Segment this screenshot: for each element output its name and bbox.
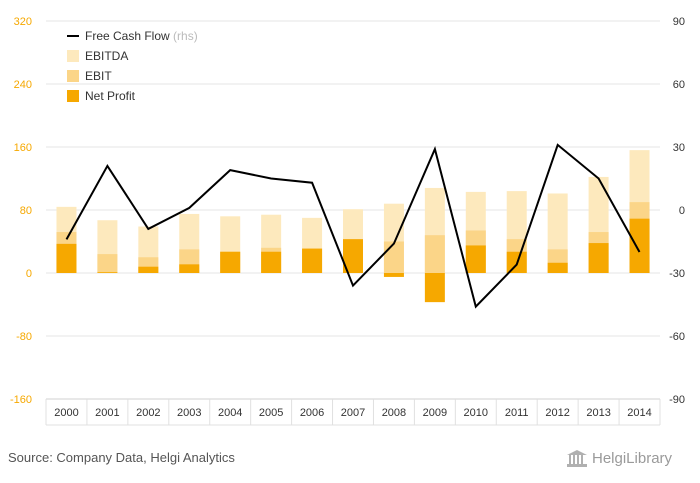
bar-net-profit <box>179 264 200 273</box>
bar-net-profit <box>629 218 650 273</box>
line-free-cash-flow <box>65 143 641 309</box>
left-axis-tick-label: 240 <box>14 79 32 91</box>
x-axis-tick-label: 2006 <box>300 407 324 419</box>
right-axis-tick-label: -90 <box>669 394 685 406</box>
legend-label: EBIT <box>85 69 112 83</box>
right-axis-tick-label: -60 <box>669 331 685 343</box>
bar-net-profit <box>343 239 363 273</box>
bar-net-profit <box>97 272 118 274</box>
bar-net-profit <box>383 273 404 277</box>
bar-net-profit <box>588 243 609 273</box>
left-axis-tick-label: 80 <box>20 205 32 217</box>
left-axis-tick-label: 320 <box>14 16 32 28</box>
x-axis-tick-label: 2011 <box>505 407 529 419</box>
library-icon <box>567 450 587 467</box>
left-axis-tick-label: 0 <box>26 268 32 280</box>
helgi-library-logo: HelgiLibrary <box>566 448 692 472</box>
source-note: Source: Company Data, Helgi Analytics <box>8 450 235 465</box>
x-axis-tick-label: 2014 <box>627 407 651 419</box>
x-axis-tick-label: 2007 <box>341 407 365 419</box>
bar-net-profit <box>547 262 568 273</box>
bar-net-profit <box>424 273 445 303</box>
legend-label: Net Profit <box>85 89 136 103</box>
legend-swatch <box>67 70 79 82</box>
bar-net-profit <box>56 243 77 273</box>
bar-net-profit <box>465 245 486 273</box>
bar-net-profit <box>138 266 159 273</box>
x-axis-tick-label: 2001 <box>95 407 119 419</box>
x-axis-tick-label: 2002 <box>136 407 160 419</box>
bar-net-profit <box>220 251 241 273</box>
left-axis-tick-label: -80 <box>16 331 32 343</box>
left-axis-tick-label: 160 <box>14 142 32 154</box>
right-axis-tick-label: 0 <box>679 205 685 217</box>
bar-ebit <box>97 254 118 273</box>
x-axis-tick-label: 2009 <box>423 407 447 419</box>
x-axis-tick-label: 2013 <box>586 407 610 419</box>
x-axis-tick-label: 2000 <box>54 407 78 419</box>
right-axis-tick-label: 60 <box>673 79 685 91</box>
legend-label: EBITDA <box>85 49 128 63</box>
x-axis-tick-label: 2004 <box>218 407 242 419</box>
x-axis-tick-label: 2005 <box>259 407 283 419</box>
legend-swatch <box>67 50 79 62</box>
legend-rhs-note: (rhs) <box>170 29 198 43</box>
bar-net-profit <box>302 248 323 273</box>
x-axis-tick-label: 2010 <box>464 407 488 419</box>
left-axis-tick-label: -160 <box>10 394 32 406</box>
right-axis-tick-label: 30 <box>673 142 685 154</box>
chart: -160 -90 -80 -60 0 -30 80 0 160 30 240 60 320 90 2000 2… <box>10 16 685 426</box>
bar-ebit <box>424 235 445 273</box>
x-axis-tick-label: 2003 <box>177 407 201 419</box>
x-axis-tick-label: 2012 <box>545 407 569 419</box>
legend-label: Free Cash Flow (rhs) <box>85 29 198 43</box>
bar-net-profit <box>261 251 282 273</box>
x-axis-tick-label: 2008 <box>382 407 406 419</box>
right-axis-tick-label: -30 <box>669 268 685 280</box>
bar-ebit <box>383 241 404 273</box>
right-axis-tick-label: 90 <box>673 16 685 28</box>
legend-swatch <box>67 90 79 102</box>
